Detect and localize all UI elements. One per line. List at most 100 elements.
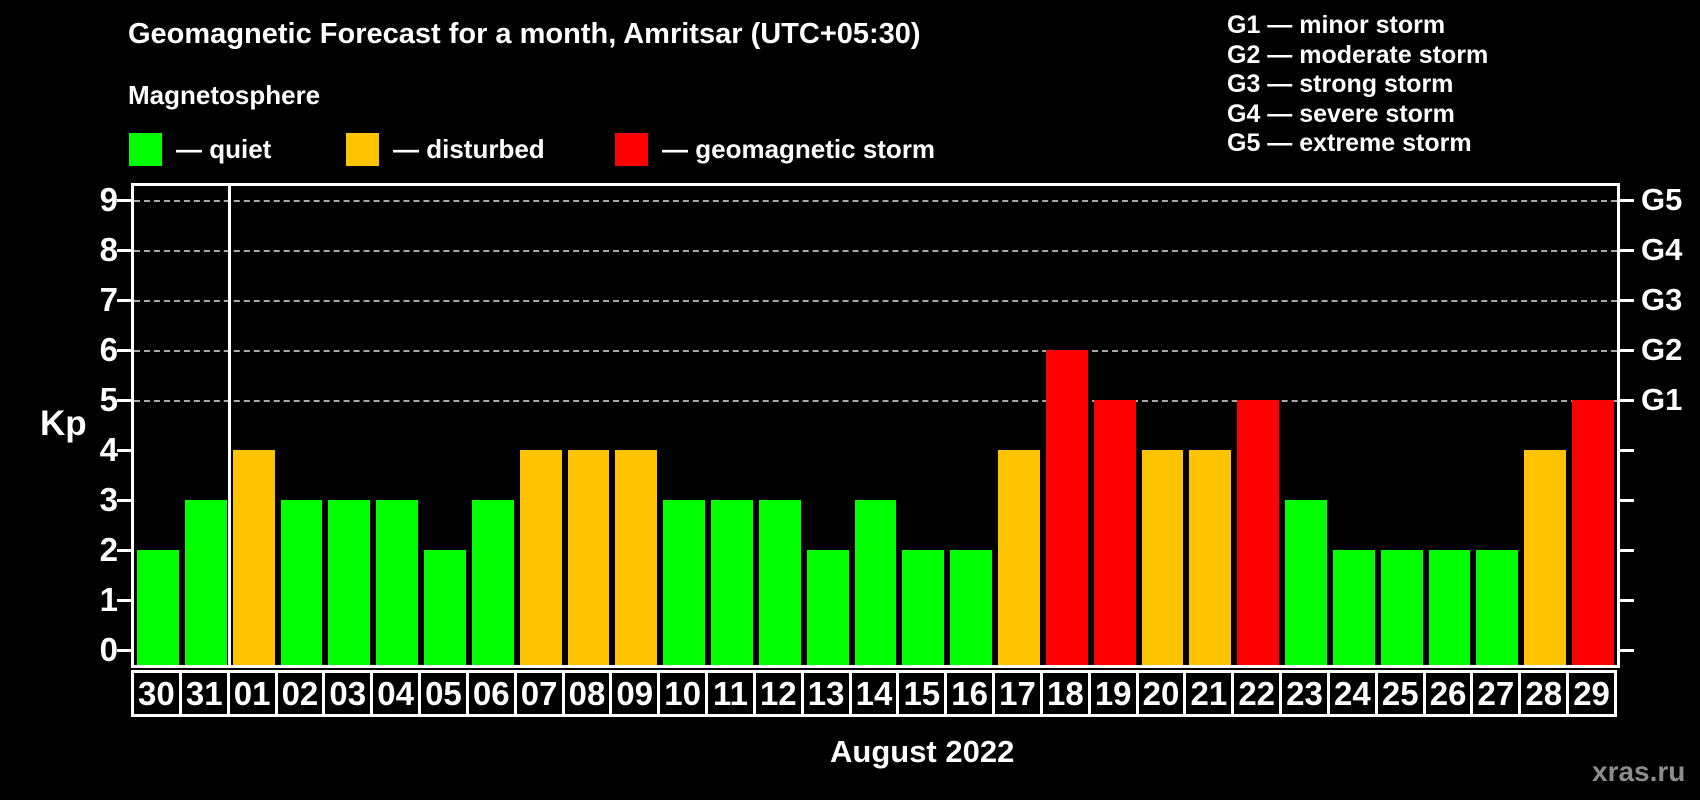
g3-legend-row: G3 — strong storm [1227,70,1454,98]
kp-bar-day-05 [424,550,466,665]
day-label-box-24: 24 [1326,670,1378,717]
day-label-box-12: 12 [752,670,804,717]
day-label-box-07: 07 [513,670,565,717]
kp-tick-label-0: 0 [99,631,118,668]
right-tick-2 [1620,548,1634,552]
right-tick-9 [1620,198,1634,202]
kp-bar-day-30 [137,550,179,665]
kp-bar-day-11 [711,500,753,665]
right-tick-8 [1620,248,1634,252]
kp-bar-day-03 [328,500,371,665]
day-label-box-17: 17 [992,670,1043,717]
g5-legend-row: G5 — extreme storm [1227,129,1472,157]
day-label-box-15: 15 [896,670,948,717]
day-label-box-18: 18 [1039,670,1091,717]
kp-tick-1 [117,598,131,602]
day-label-box-10: 10 [657,670,709,717]
kp-bar-day-22 [1237,400,1280,665]
legend-item-quiet: — quiet [129,132,271,166]
kp-bar-day-31 [184,500,227,665]
kp-bar-day-13 [806,550,849,665]
right-tick-0 [1620,648,1634,652]
kp-tick-9 [117,198,131,202]
kp-bar-day-26 [1428,550,1471,665]
right-tick-6 [1620,348,1634,352]
kp-tick-8 [117,248,131,252]
right-tick-4 [1620,448,1634,452]
g-level-label-g4: G4 [1641,232,1683,267]
watermark: xras.ru [1592,756,1686,787]
g-level-label-g3: G3 [1641,282,1683,317]
storm-color-swatch [615,132,648,166]
grid-line-kp8 [134,250,1617,252]
right-tick-1 [1620,598,1634,602]
day-label-box-06: 06 [465,670,517,717]
chart-title: Geomagnetic Forecast for a month, Amrits… [128,18,921,50]
day-label-box-16: 16 [944,670,996,717]
day-label-box-29: 29 [1566,670,1617,717]
day-label-box-09: 09 [609,670,661,717]
legend-label-disturbed: — disturbed [393,133,545,164]
right-tick-7 [1620,298,1634,302]
g4-legend-row: G4 — severe storm [1227,99,1455,128]
kp-tick-label-4: 4 [99,431,118,468]
g-level-label-g2: G2 [1641,332,1683,367]
day-label-box-20: 20 [1135,670,1187,717]
kp-tick-0 [117,648,131,652]
month-separator [228,186,232,665]
kp-bar-day-28 [1524,450,1567,665]
right-tick-3 [1620,498,1634,502]
g2-legend-row: G2 — moderate storm [1227,40,1489,69]
kp-bar-day-18 [1045,350,1088,665]
kp-bar-day-23 [1285,500,1327,665]
grid-line-kp9 [134,200,1617,202]
day-label-box-26: 26 [1422,670,1474,717]
kp-bar-day-01 [232,450,275,665]
g-level-label-g5: G5 [1641,182,1683,217]
kp-bar-day-20 [1141,450,1184,665]
kp-tick-label-5: 5 [99,381,118,418]
day-label-box-05: 05 [418,670,469,717]
right-tick-5 [1620,398,1634,402]
kp-bar-day-06 [471,500,514,665]
kp-tick-label-2: 2 [99,531,118,568]
kp-bar-day-12 [758,500,801,665]
kp-tick-7 [117,298,131,302]
day-label-box-19: 19 [1087,670,1139,717]
g-scale-legend: G1 — minor storm G2 — moderate storm G3 … [1227,11,1488,159]
kp-bar-day-07 [519,450,562,665]
magnetosphere-label: Magnetosphere [128,80,321,110]
kp-bar-day-14 [854,500,897,665]
kp-bar-day-16 [950,550,993,665]
day-label-box-21: 21 [1183,670,1235,717]
day-label-box-14: 14 [848,670,900,717]
kp-tick-label-3: 3 [99,481,118,518]
legend-item-disturbed: — disturbed [346,132,545,166]
kp-tick-label-9: 9 [99,181,118,218]
day-label-box-08: 08 [561,670,613,717]
kp-tick-label-8: 8 [99,231,118,268]
legend-label-quiet: — quiet [176,133,272,164]
g1-legend-row: G1 — minor storm [1227,11,1446,39]
grid-line-kp7 [134,300,1617,302]
day-label-box-25: 25 [1374,670,1426,717]
quiet-color-swatch [129,132,162,166]
day-label-box-01: 01 [226,670,278,717]
kp-bar-day-15 [902,550,945,665]
grid-line-kp6 [134,350,1617,352]
kp-bar-day-27 [1476,550,1519,665]
kp-tick-2 [117,548,131,552]
kp-bar-day-17 [998,450,1040,665]
kp-bar-day-29 [1572,400,1614,665]
day-label-box-31: 31 [178,670,230,717]
day-label-box-30: 30 [131,670,182,717]
legend-item-storm: — geomagnetic storm [615,132,935,166]
kp-bar-day-19 [1093,400,1136,665]
grid-line-kp5 [134,400,1617,402]
day-label-box-28: 28 [1518,670,1570,717]
kp-bar-day-09 [615,450,658,665]
kp-bar-day-04 [376,500,419,665]
kp-bar-day-08 [567,450,610,665]
disturbed-color-swatch [346,132,379,166]
